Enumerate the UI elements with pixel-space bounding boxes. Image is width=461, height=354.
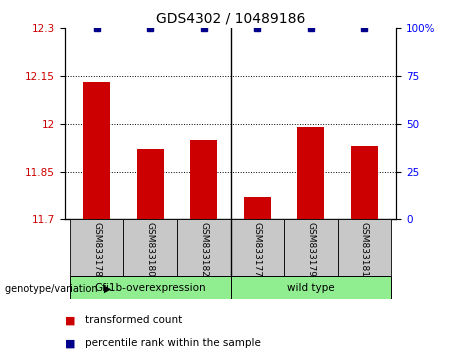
Text: percentile rank within the sample: percentile rank within the sample xyxy=(85,338,261,348)
Bar xyxy=(190,140,217,219)
Text: wild type: wild type xyxy=(287,282,335,293)
Text: GSM833177: GSM833177 xyxy=(253,222,262,277)
Bar xyxy=(70,219,124,276)
Title: GDS4302 / 10489186: GDS4302 / 10489186 xyxy=(156,12,305,26)
Bar xyxy=(70,276,230,299)
Bar xyxy=(177,219,230,276)
Bar xyxy=(230,276,391,299)
Bar xyxy=(124,219,177,276)
Bar xyxy=(83,82,110,219)
Text: transformed count: transformed count xyxy=(85,315,183,325)
Text: ■: ■ xyxy=(65,315,75,325)
Bar xyxy=(284,219,337,276)
Bar xyxy=(337,219,391,276)
Bar xyxy=(297,127,324,219)
Bar xyxy=(230,219,284,276)
Text: ■: ■ xyxy=(65,338,75,348)
Text: genotype/variation  ▶: genotype/variation ▶ xyxy=(5,284,111,293)
Text: GSM833178: GSM833178 xyxy=(92,222,101,277)
Bar xyxy=(244,197,271,219)
Text: GSM833181: GSM833181 xyxy=(360,222,369,277)
Text: GSM833179: GSM833179 xyxy=(306,222,315,277)
Text: GSM833182: GSM833182 xyxy=(199,222,208,277)
Bar xyxy=(351,146,378,219)
Text: Gfi1b-overexpression: Gfi1b-overexpression xyxy=(95,282,206,293)
Bar xyxy=(137,149,164,219)
Text: GSM833180: GSM833180 xyxy=(146,222,155,277)
